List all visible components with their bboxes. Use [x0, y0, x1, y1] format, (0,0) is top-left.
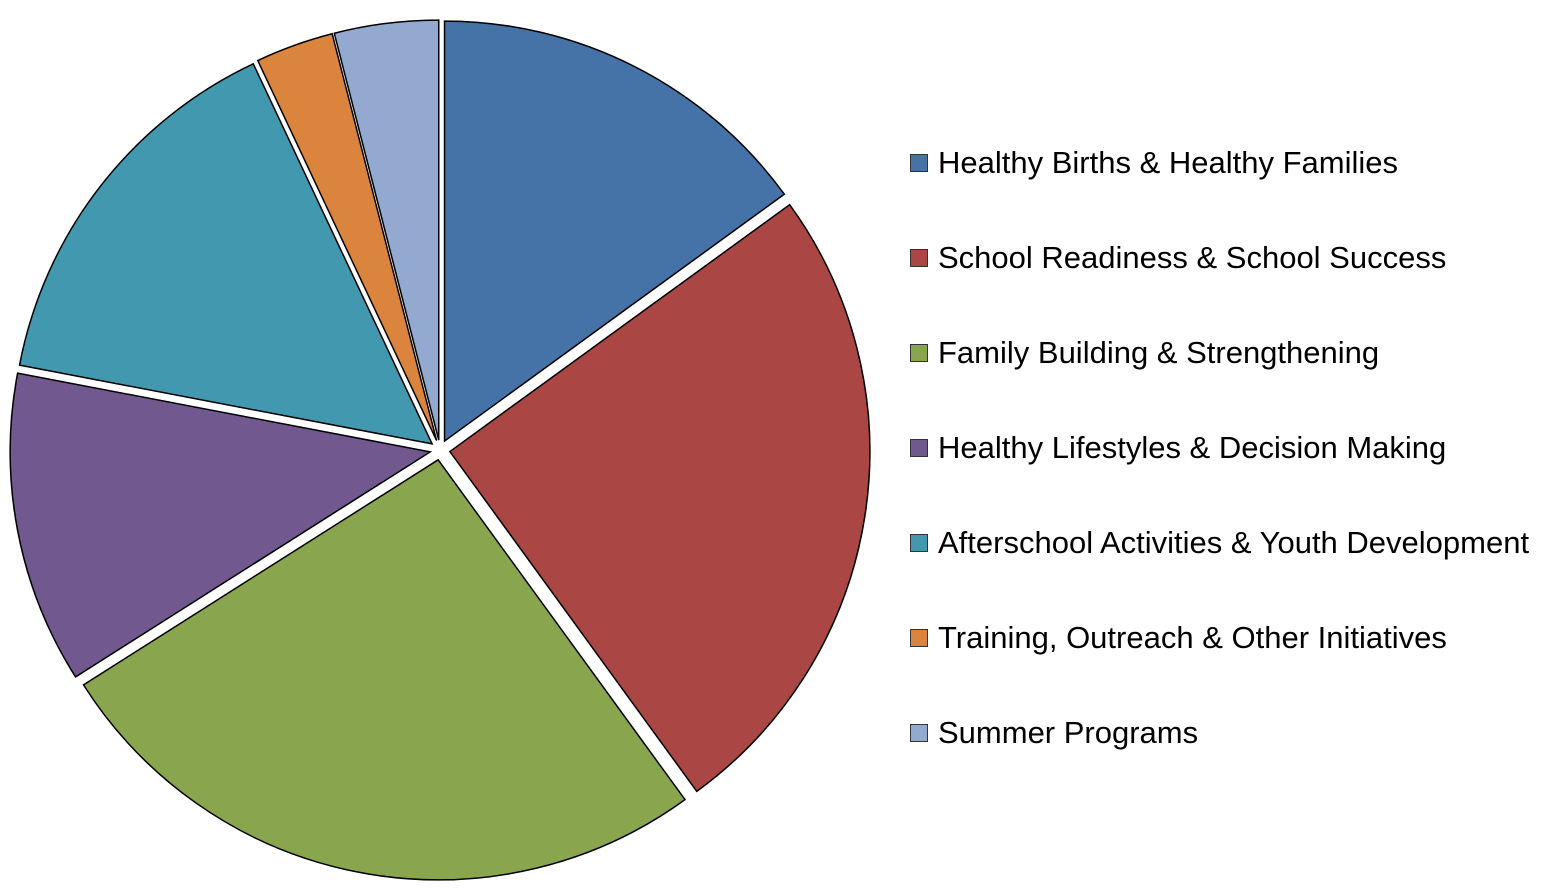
- legend-swatch: [910, 249, 928, 267]
- pie-slice: [333, 19, 440, 441]
- pie-slice: [9, 372, 433, 678]
- pie-slice: [82, 458, 687, 881]
- legend-label: Summer Programs: [938, 715, 1199, 750]
- legend-swatch: [910, 154, 928, 172]
- legend-label: Healthy Births & Healthy Families: [938, 145, 1398, 180]
- legend-item: Family Building & Strengthening: [910, 332, 1553, 374]
- pie-slice: [448, 203, 871, 793]
- legend-item: Afterschool Activities & Youth Developme…: [910, 522, 1553, 564]
- pie-slice: [18, 62, 434, 445]
- legend-item: Training, Outreach & Other Initiatives: [910, 617, 1553, 659]
- legend-item: Healthy Lifestyles & Decision Making: [910, 427, 1553, 469]
- legend-swatch: [910, 439, 928, 457]
- legend-label: Training, Outreach & Other Initiatives: [938, 620, 1447, 655]
- legend-item: Healthy Births & Healthy Families: [910, 142, 1553, 184]
- legend-swatch: [910, 629, 928, 647]
- pie-chart: [9, 19, 871, 881]
- legend-swatch: [910, 724, 928, 742]
- legend-swatch: [910, 344, 928, 362]
- legend-item: Summer Programs: [910, 712, 1553, 754]
- legend-swatch: [910, 534, 928, 552]
- pie-slice: [443, 20, 786, 443]
- legend-label: School Readiness & School Success: [938, 240, 1447, 275]
- legend-item: School Readiness & School Success: [910, 237, 1553, 279]
- legend-label: Family Building & Strengthening: [938, 335, 1380, 370]
- pie-slice: [256, 32, 438, 441]
- legend-label: Healthy Lifestyles & Decision Making: [938, 430, 1447, 465]
- legend-label: Afterschool Activities & Youth Developme…: [938, 525, 1530, 560]
